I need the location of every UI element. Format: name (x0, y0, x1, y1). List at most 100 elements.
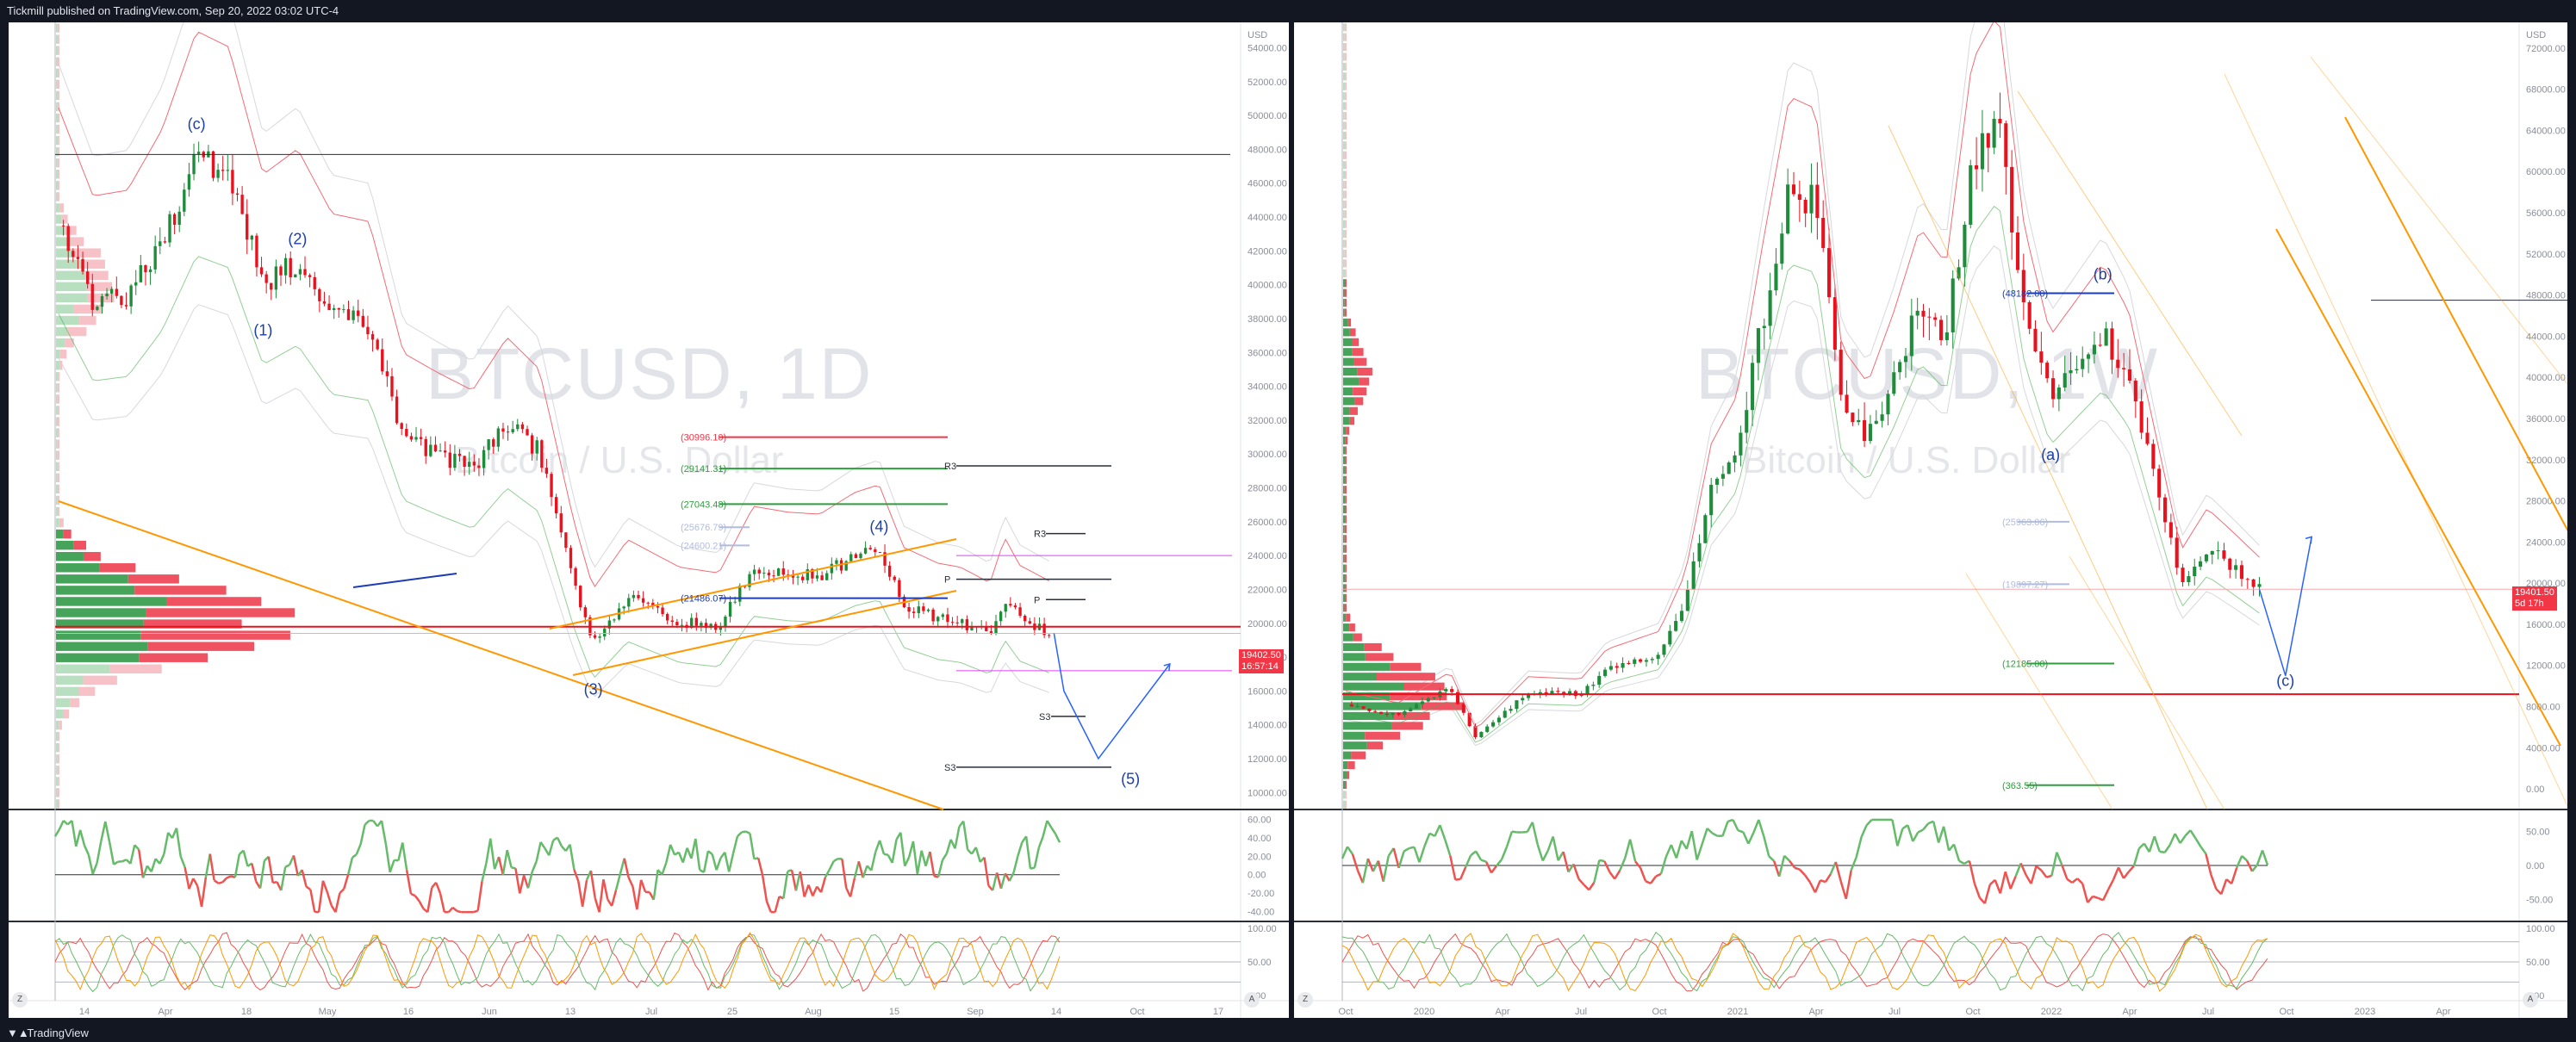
candle-body (221, 170, 225, 171)
oscillator-line (812, 886, 818, 896)
oscillator-line (188, 878, 195, 890)
oscillator-line (1820, 879, 1826, 884)
x-axis-tick-label: Jun (482, 1007, 497, 1017)
y-axis-tick-label: 56000.00 (2526, 208, 2566, 219)
chart-panel-weekly[interactable]: BTCUSD, 1W Bitcoin / U.S. Dollar 72000.0… (1294, 22, 2567, 1018)
volume-profile-bar-up (56, 270, 86, 281)
volume-profile-bar-up (56, 79, 58, 90)
volume-profile-bar-up (1343, 731, 1366, 740)
x-axis-tick-label: Sep (967, 1007, 984, 1017)
volume-profile-bar-up (56, 304, 74, 314)
bar-countdown: 5d 17h (2515, 599, 2544, 609)
chart-panel-daily[interactable]: BTCUSD, 1D Bitcoin / U.S. Dollar 54000.0… (9, 22, 1289, 1018)
oscillator-line (321, 880, 328, 893)
oscillator-line (343, 874, 350, 890)
zoom-button[interactable]: Z (1297, 992, 1313, 1008)
price-chart-daily[interactable]: 54000.00 52000.00 50000.00 48000.00 46000.00… (9, 22, 1289, 1018)
oscillator-line (962, 821, 969, 850)
trailing-stop-upper (58, 31, 1049, 587)
candle-body (211, 151, 215, 178)
oscillator-line (1758, 819, 1765, 837)
oscillator-line (883, 853, 889, 856)
auto-scale-button[interactable]: A (1244, 992, 1260, 1008)
candle-body (946, 614, 949, 623)
oscillator-line (1937, 826, 1945, 843)
volume-profile-bar-up (56, 124, 58, 134)
price-chart-weekly[interactable]: 72000.00 68000.00 64000.00 60000.00 56000.00… (1294, 22, 2567, 1018)
candle-body (961, 619, 964, 623)
oscillator-line (272, 880, 277, 884)
volume-profile-bar-down (57, 102, 59, 112)
volume-profile-bar-down (1345, 141, 1347, 150)
volume-profile-bar-down (1345, 436, 1348, 445)
oscillator-line (870, 851, 877, 871)
fib-level-label: (30996.10) (681, 433, 726, 443)
volume-profile-bar-down (57, 495, 59, 505)
trend-line (2017, 90, 2243, 437)
volume-profile-bar-down (63, 529, 72, 539)
candle-body (2127, 369, 2132, 381)
candle-body (922, 606, 925, 611)
y-axis-tick-label: 24000.00 (1248, 551, 1287, 561)
oscillator-line (803, 884, 810, 897)
oscillator-line (2148, 835, 2156, 853)
oscillator-line (1413, 847, 1421, 863)
candle-body (868, 548, 872, 549)
volume-profile-bar-down (1377, 673, 1435, 681)
oscillator-line (2261, 849, 2269, 865)
candle-body (1697, 543, 1702, 561)
candle-body (226, 170, 229, 171)
volume-profile-bar-up (56, 495, 58, 505)
volume-profile-bar-up (1343, 780, 1346, 790)
oscillator-line (1377, 860, 1384, 883)
oscillator-line (715, 858, 722, 871)
volume-profile-bar-up (1343, 653, 1366, 661)
oscillator-line (916, 850, 923, 875)
volume-profile-bar-up (1343, 33, 1345, 41)
volume-profile-bar-up (1343, 357, 1354, 366)
volume-profile-bar-down (1393, 711, 1430, 721)
volume-profile-bar-up (56, 709, 63, 719)
volume-profile-bar-down (139, 653, 208, 662)
candle-body (544, 468, 549, 474)
candle-body (2175, 537, 2179, 568)
volume-profile-bar-up (1343, 131, 1346, 140)
candle-body (1720, 474, 1725, 479)
oscillator-line (384, 843, 391, 873)
candle-body (346, 309, 351, 320)
volume-profile-bar-down (71, 237, 84, 246)
oscillator-line (346, 857, 354, 876)
watermark-subtitle: Bitcoin / U.S. Dollar (1742, 439, 2071, 481)
volume-profile-bar-down (1353, 387, 1367, 396)
candle-body (728, 601, 732, 617)
fib-level-label: (12185.00) (2002, 660, 2048, 670)
candle-body (622, 606, 625, 609)
oscillator-line (2184, 829, 2192, 837)
oscillator-line (1865, 819, 1873, 827)
candle-body (1556, 691, 1560, 692)
oscillator-line (1042, 820, 1048, 837)
oscillator-line (418, 900, 425, 909)
volume-profile-bar-up (1343, 161, 1346, 170)
candle-body (2216, 550, 2220, 552)
volume-profile-bar-up (1343, 259, 1345, 268)
candle-body (1426, 698, 1430, 702)
zoom-button[interactable]: Z (12, 992, 28, 1008)
oscillator-line (485, 838, 492, 864)
volume-profile-bar-down (1346, 771, 1350, 779)
oscillator-line (489, 838, 496, 870)
y-axis-tick-label: 32000.00 (1248, 416, 1287, 426)
candle-body (308, 275, 312, 277)
oscillator-line (1382, 855, 1390, 882)
oscillator-line (1572, 864, 1580, 880)
oscillator-line (2189, 829, 2197, 840)
auto-scale-button[interactable]: A (2523, 992, 2538, 1008)
volume-profile-bar-up (56, 394, 58, 404)
candle-body (1009, 604, 1012, 606)
wave-label: (4) (869, 518, 888, 536)
oscillator-line (954, 826, 961, 849)
candle-body (1969, 164, 1973, 225)
volume-profile-bar-up (56, 192, 58, 202)
candle-body (1933, 317, 1938, 320)
x-axis-tick-label: 18 (241, 1007, 252, 1017)
